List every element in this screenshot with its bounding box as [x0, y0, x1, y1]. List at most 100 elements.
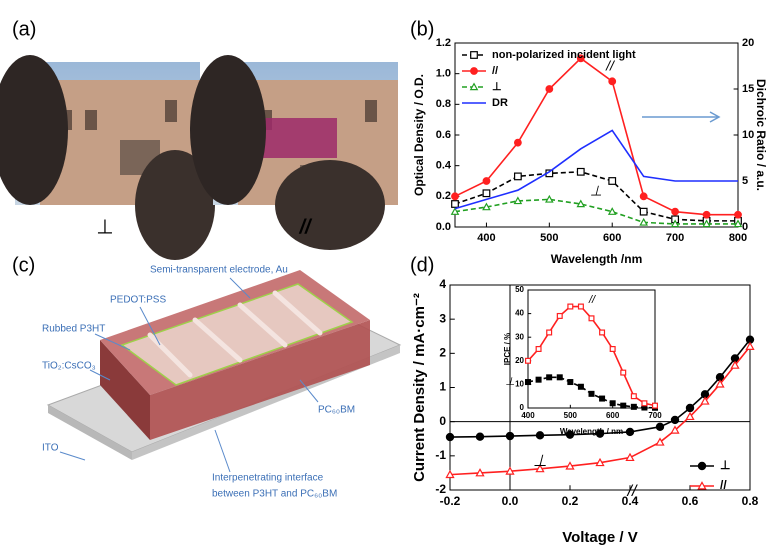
y-tick-label: 2: [439, 346, 446, 360]
marker: [535, 463, 545, 473]
y-tick-label: 0.0: [436, 221, 451, 233]
y-axis-title: Optical Density / O.D.: [412, 74, 426, 196]
marker: [475, 468, 485, 477]
marker: [576, 199, 586, 208]
y-tick-label: 1.0: [436, 68, 451, 80]
marker: [450, 207, 460, 215]
marker: [445, 432, 455, 442]
marker: [524, 379, 531, 386]
series-line: [454, 57, 738, 216]
y-tick-label: 0: [439, 414, 446, 428]
y2-tick-label: 0: [742, 221, 748, 233]
marker: [639, 217, 648, 226]
panel-label: (c): [12, 254, 35, 276]
marker: [577, 303, 584, 310]
y2-tick-label: 10: [742, 129, 754, 141]
x-tick-label: 0.4: [622, 494, 639, 508]
y-tick-label: -1: [435, 448, 446, 462]
marker: [545, 85, 554, 93]
y-tick-label: 30: [515, 332, 524, 341]
x-tick-label: 700: [648, 411, 662, 420]
x-tick-label: 0.0: [502, 494, 519, 508]
layer-side: [100, 340, 150, 440]
finger: [0, 55, 68, 205]
y2-axis-title: Dichroic Ratio / a.u.: [754, 79, 767, 191]
diagram-label: Rubbed P3HT: [42, 324, 105, 335]
marker: [505, 431, 515, 441]
marker: [620, 402, 627, 409]
y-axis-title: Current Density / mA·cm⁻²: [411, 293, 428, 482]
legend-label: ⊥: [720, 458, 730, 472]
photo-caption: ⊥: [96, 216, 113, 238]
marker: [620, 369, 627, 376]
marker: [546, 329, 553, 336]
diagram-label: Semi-transparent electrode, Au: [150, 265, 288, 276]
marker: [730, 360, 740, 369]
marker: [567, 379, 574, 386]
series-line: [454, 198, 738, 225]
x-tick-label: 500: [564, 411, 578, 420]
marker: [451, 192, 459, 201]
x-tick-label: 500: [540, 232, 558, 244]
legend-label: non-polarized incident light: [492, 49, 636, 61]
y2-tick-label: 20: [742, 37, 754, 49]
marker: [715, 379, 725, 388]
marker: [697, 481, 707, 490]
x-axis-title: Wavelength /nm: [551, 252, 643, 266]
marker: [599, 395, 606, 402]
marker: [670, 219, 680, 228]
marker: [588, 390, 595, 397]
marker: [482, 202, 491, 211]
marker: [608, 177, 617, 185]
marker: [470, 51, 478, 59]
y-tick-label: 3: [439, 311, 446, 325]
marker: [595, 457, 605, 467]
legend-label: ⊥: [492, 81, 502, 93]
series-line: [454, 129, 738, 210]
x-tick-label: 0.8: [742, 494, 759, 508]
marker: [545, 194, 554, 203]
marker: [475, 432, 485, 441]
marker: [685, 411, 695, 421]
annotation: ⊥: [590, 183, 602, 199]
diagram-label: between P3HT and PC₆₀BM: [212, 489, 337, 500]
marker: [639, 207, 648, 216]
marker: [482, 189, 491, 198]
marker: [535, 431, 545, 440]
marker: [697, 461, 707, 471]
dr-arrow: [642, 111, 721, 123]
marker: [609, 400, 616, 407]
y-tick-label: 0.6: [436, 129, 451, 141]
marker: [734, 210, 742, 219]
marker: [513, 196, 523, 205]
marker: [556, 374, 563, 381]
marker: [513, 172, 522, 181]
marker: [630, 403, 637, 410]
marker: [505, 466, 515, 475]
series-line: [449, 346, 751, 476]
legend-label: DR: [492, 97, 508, 109]
x-tick-label: -0.2: [440, 494, 461, 508]
y-tick-label: 50: [515, 285, 524, 294]
diagram-label: ITO: [42, 443, 59, 454]
annotation: ⊥: [505, 376, 515, 388]
panel-a-photos: ⊥ //: [0, 55, 398, 260]
x-tick-label: 800: [729, 232, 747, 244]
x-tick-label: 0.2: [562, 494, 579, 508]
diagram-label: TiO₂:CsCO₃: [42, 361, 96, 372]
panel-label: (a): [12, 18, 36, 40]
x-tick-label: 600: [606, 411, 620, 420]
legend-label: //: [492, 65, 498, 77]
x-tick-label: 700: [666, 232, 684, 244]
y-tick-label: 0.2: [436, 190, 451, 202]
marker: [576, 54, 585, 63]
marker: [702, 210, 711, 219]
marker: [641, 400, 648, 407]
panel-label: (d): [410, 254, 434, 276]
y2-tick-label: 15: [742, 83, 754, 95]
diagram-label: PC₆₀BM: [318, 405, 355, 416]
marker: [700, 396, 710, 405]
marker: [625, 427, 635, 437]
marker: [671, 207, 680, 216]
panel-label: (b): [410, 18, 434, 40]
